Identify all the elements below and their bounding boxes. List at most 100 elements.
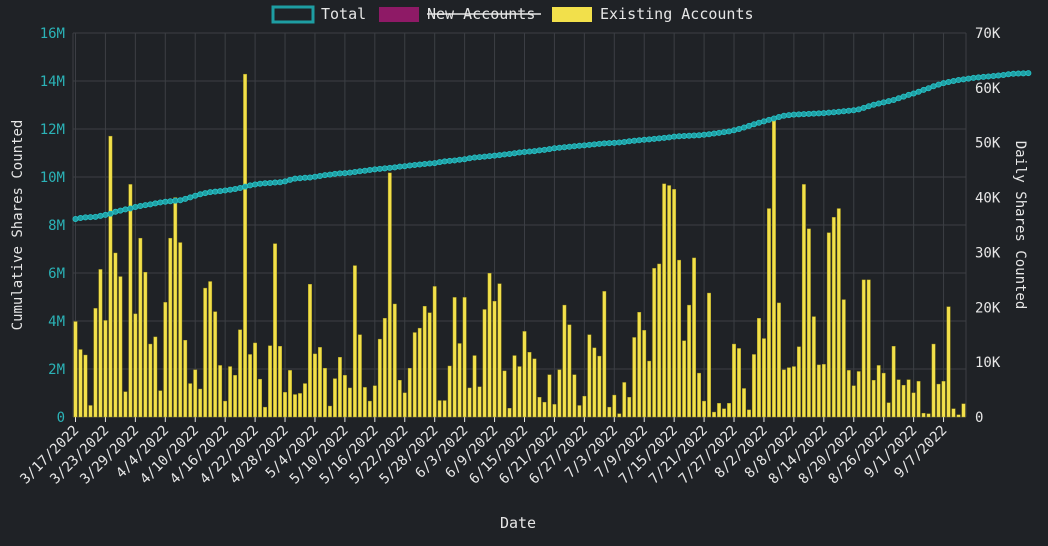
existing-accounts-bar bbox=[597, 355, 602, 418]
left-tick-label: 0 bbox=[57, 410, 65, 426]
total-line-point bbox=[122, 206, 129, 213]
total-line-point bbox=[546, 146, 553, 153]
total-line-point bbox=[945, 78, 952, 85]
total-line-point bbox=[411, 161, 418, 168]
total-line-point bbox=[291, 175, 298, 182]
total-line-point bbox=[850, 107, 857, 114]
total-line-point bbox=[775, 114, 782, 121]
total-line bbox=[72, 70, 1032, 222]
existing-accounts-bar bbox=[727, 403, 731, 418]
total-line-point bbox=[830, 109, 837, 116]
total-line-point bbox=[860, 104, 867, 111]
total-line-point bbox=[516, 149, 523, 156]
total-line-point bbox=[501, 151, 508, 158]
existing-accounts-bar bbox=[831, 217, 836, 418]
total-line-point bbox=[636, 137, 643, 144]
total-line-point bbox=[845, 107, 852, 114]
total-line-point bbox=[371, 166, 378, 173]
total-line-point bbox=[870, 101, 877, 108]
total-line-point bbox=[885, 98, 892, 105]
total-line-point bbox=[82, 214, 89, 221]
total-line-point bbox=[626, 138, 633, 145]
total-line-point bbox=[696, 132, 703, 139]
total-line-point bbox=[526, 148, 533, 155]
existing-accounts-bar bbox=[787, 367, 791, 418]
existing-accounts-bar bbox=[816, 364, 821, 418]
existing-accounts-bar bbox=[382, 318, 387, 418]
legend-existing-accounts-swatch[interactable] bbox=[552, 7, 592, 22]
total-line-point bbox=[72, 215, 79, 222]
left-tick-label: 10M bbox=[40, 170, 65, 186]
existing-accounts-bar bbox=[841, 299, 846, 418]
existing-accounts-bar bbox=[777, 302, 781, 418]
existing-accounts-bar bbox=[208, 281, 213, 418]
existing-accounts-bar bbox=[377, 338, 382, 418]
existing-accounts-bar bbox=[717, 403, 721, 418]
total-line-point bbox=[726, 128, 733, 135]
existing-accounts-bar bbox=[293, 394, 297, 418]
existing-accounts-bar bbox=[417, 327, 422, 418]
total-line-point bbox=[571, 143, 578, 150]
existing-accounts-bar bbox=[617, 413, 622, 418]
total-line-point bbox=[112, 208, 119, 215]
total-line-point bbox=[865, 103, 872, 110]
total-line-point bbox=[217, 188, 224, 195]
existing-accounts-bar bbox=[268, 345, 272, 418]
total-line-point bbox=[800, 111, 807, 118]
total-line-point bbox=[795, 111, 802, 118]
total-line-point bbox=[960, 76, 967, 83]
existing-accounts-bar bbox=[422, 305, 427, 418]
total-line-point bbox=[157, 199, 164, 206]
total-line-point bbox=[132, 203, 139, 210]
existing-accounts-bar bbox=[243, 73, 248, 418]
legend-total-label[interactable]: Total bbox=[321, 5, 366, 23]
total-line-point bbox=[491, 152, 498, 159]
total-line-point bbox=[586, 141, 593, 148]
existing-accounts-bar bbox=[412, 332, 417, 418]
existing-accounts-bar bbox=[522, 331, 527, 418]
total-line-point bbox=[287, 176, 294, 183]
total-line-point bbox=[282, 178, 289, 185]
existing-accounts-bar bbox=[582, 395, 587, 418]
total-line-point bbox=[172, 197, 179, 204]
total-line-point bbox=[716, 129, 723, 136]
total-line-point bbox=[331, 170, 338, 177]
existing-accounts-bar bbox=[642, 330, 647, 418]
existing-accounts-bar bbox=[891, 346, 896, 418]
total-line-point bbox=[212, 188, 219, 195]
existing-accounts-bar bbox=[487, 273, 492, 418]
right-tick-label: 10K bbox=[975, 355, 1001, 371]
existing-accounts-bar bbox=[387, 172, 392, 418]
existing-accounts-bar bbox=[228, 366, 233, 418]
existing-accounts-bar bbox=[677, 259, 682, 418]
existing-accounts-bar bbox=[722, 408, 726, 418]
legend-existing-accounts-label[interactable]: Existing Accounts bbox=[600, 5, 754, 23]
existing-accounts-bar bbox=[772, 118, 776, 418]
existing-accounts-bar bbox=[742, 388, 746, 418]
total-line-point bbox=[142, 202, 149, 209]
existing-accounts-bar bbox=[437, 400, 442, 418]
total-line-point bbox=[985, 73, 992, 80]
total-line-point bbox=[267, 179, 274, 186]
legend[interactable]: Total New Accounts Existing Accounts bbox=[271, 5, 754, 24]
total-line-point bbox=[152, 200, 159, 207]
legend-total-swatch[interactable] bbox=[271, 5, 315, 24]
total-line-point bbox=[162, 198, 169, 205]
existing-accounts-bar bbox=[921, 412, 926, 418]
total-line-point bbox=[596, 140, 603, 147]
left-tick-label: 2M bbox=[48, 362, 65, 378]
total-line-point bbox=[366, 167, 373, 174]
right-tick-label: 0 bbox=[975, 410, 983, 426]
total-line-point bbox=[167, 198, 174, 205]
total-line-point bbox=[197, 191, 204, 198]
existing-accounts-bar bbox=[577, 405, 582, 418]
existing-accounts-bar bbox=[98, 269, 103, 418]
existing-accounts-bar bbox=[193, 369, 198, 418]
existing-accounts-bar bbox=[73, 321, 78, 418]
existing-accounts-bar bbox=[906, 379, 911, 418]
existing-accounts-bar bbox=[148, 343, 153, 418]
existing-accounts-bar bbox=[392, 303, 397, 418]
legend-new-accounts-swatch[interactable] bbox=[379, 7, 419, 22]
existing-accounts-bar bbox=[218, 365, 223, 418]
